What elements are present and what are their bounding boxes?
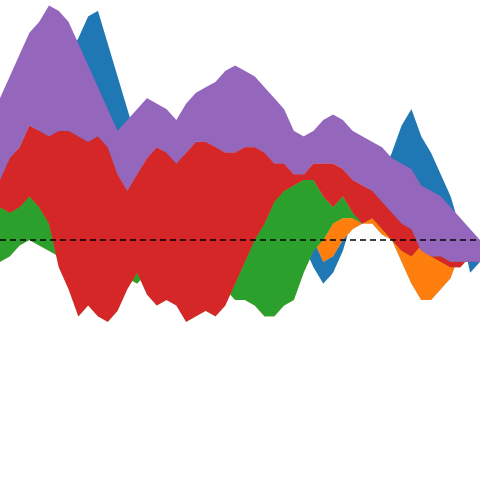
stream-layer-5 (0, 5, 480, 262)
stream-layer-4 (0, 125, 480, 322)
